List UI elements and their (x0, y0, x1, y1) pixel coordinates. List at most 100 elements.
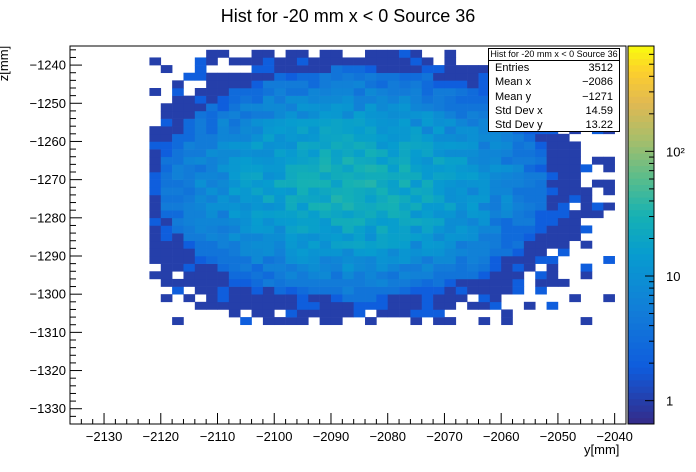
heatmap-cell (421, 103, 434, 112)
colorbar-step (628, 398, 654, 406)
heatmap-cell (410, 133, 423, 142)
heatmap-cell (353, 141, 366, 150)
heatmap-cell (376, 187, 389, 196)
heatmap-cell (365, 210, 377, 219)
heatmap-cell (444, 286, 457, 295)
heatmap-cell (206, 88, 218, 96)
heatmap-cell (387, 256, 400, 264)
heatmap-cell (523, 194, 536, 203)
heatmap-cell (319, 72, 332, 81)
heatmap-cell (353, 88, 366, 96)
heatmap-cell (262, 263, 275, 272)
heatmap-cell (183, 263, 196, 272)
heatmap-cell (455, 202, 468, 211)
heatmap-cell (240, 118, 252, 127)
colorbar-step (628, 304, 654, 311)
heatmap-cell (478, 118, 491, 127)
heatmap-cell (523, 301, 536, 310)
heatmap-cell (546, 141, 559, 150)
heatmap-cell (172, 88, 184, 96)
heatmap-cell (319, 271, 332, 280)
heatmap-cell (421, 233, 434, 242)
heatmap-cell (342, 88, 354, 96)
heatmap-cell (523, 141, 536, 150)
heatmap-cell (240, 133, 252, 142)
heatmap-cell (319, 80, 332, 89)
heatmap-cell (512, 194, 525, 203)
heatmap-cell (557, 156, 570, 165)
heatmap-cell (501, 240, 513, 249)
heatmap-cell (501, 133, 513, 142)
heatmap-cell (330, 164, 343, 173)
stats-row-entries: Entries 3512 (489, 61, 619, 75)
heatmap-cell (149, 248, 162, 257)
heatmap-cell (421, 126, 434, 135)
heatmap-cell (501, 263, 513, 272)
heatmap-cell (308, 57, 320, 66)
heatmap-cell (228, 286, 241, 295)
heatmap-cell (342, 126, 354, 135)
heatmap-cell (308, 301, 320, 310)
heatmap-cell (194, 164, 207, 173)
heatmap-cell (308, 118, 320, 127)
heatmap-cell (217, 301, 230, 310)
heatmap-cell (387, 301, 400, 310)
stats-label: Mean x (495, 76, 532, 89)
heatmap-cell (535, 141, 547, 150)
colorbar-step (628, 64, 654, 72)
heatmap-cell (455, 149, 468, 158)
heatmap-cell (580, 164, 593, 173)
heatmap-cell (501, 149, 513, 158)
colorbar-step (628, 285, 654, 293)
heatmap-cell (183, 172, 196, 180)
heatmap-cell (501, 194, 513, 203)
heatmap-cell (365, 271, 377, 280)
heatmap-cell (330, 233, 343, 242)
y-tick-label: −1280 (29, 210, 66, 225)
heatmap-cell (399, 133, 411, 142)
heatmap-cell (342, 248, 354, 257)
heatmap-cell (172, 240, 184, 249)
colorbar-step (628, 83, 654, 91)
heatmap-cell (410, 301, 423, 310)
heatmap-cell (251, 294, 264, 303)
x-tick-label: −2090 (313, 429, 350, 444)
heatmap-cell (399, 57, 411, 66)
heatmap-cell (365, 88, 377, 96)
heatmap-cell (194, 65, 207, 74)
heatmap-cell (535, 248, 547, 257)
heatmap-cell (160, 202, 173, 211)
heatmap-cell (308, 172, 320, 180)
heatmap-cell (501, 317, 513, 326)
heatmap-cell (410, 225, 423, 234)
heatmap-cell (228, 194, 241, 203)
heatmap-cell (274, 57, 286, 66)
heatmap-cell (467, 164, 479, 173)
colorbar-step (628, 184, 654, 192)
heatmap-cell (557, 278, 570, 287)
heatmap-cell (365, 65, 377, 74)
y-tick-label: −1240 (29, 58, 66, 73)
heatmap-cell (444, 110, 457, 119)
heatmap-cell (206, 256, 218, 264)
heatmap-cell (296, 72, 309, 81)
heatmap-cell (444, 194, 457, 203)
colorbar-step (628, 235, 654, 242)
heatmap-cell (478, 301, 491, 310)
heatmap-cell (421, 187, 434, 196)
heatmap-cell (387, 202, 400, 211)
heatmap-cell (296, 49, 309, 58)
heatmap-cell (444, 248, 457, 257)
heatmap-cell (467, 210, 479, 219)
heatmap-cell (376, 263, 389, 272)
heatmap-cell (308, 80, 320, 89)
heatmap-cell (206, 294, 218, 303)
colorbar-step (628, 253, 654, 261)
heatmap-cell (478, 271, 491, 280)
heatmap-cell (251, 149, 264, 158)
heatmap-cell (240, 110, 252, 119)
heatmap-cell (342, 149, 354, 158)
colorbar-step (628, 266, 654, 274)
heatmap-cell (149, 126, 162, 135)
heatmap-cell (365, 179, 377, 188)
